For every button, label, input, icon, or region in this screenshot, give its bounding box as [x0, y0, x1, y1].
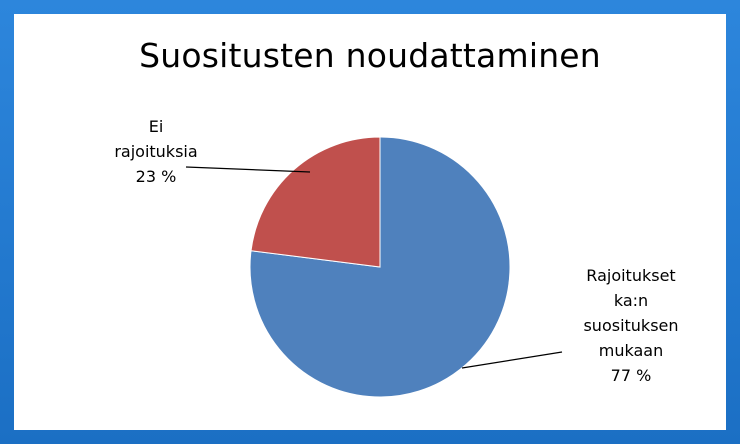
slice-ei-rajoituksia [250, 136, 381, 268]
label-line: ka:n [613, 291, 649, 310]
slice-label-rajoitukset: Rajoitukset ka:n suosituksen mukaan 77 % [566, 263, 696, 388]
value-label: 23 % [135, 167, 177, 186]
label-line: mukaan [598, 341, 664, 360]
label-line: Ei [148, 117, 164, 136]
value-label: 77 % [610, 366, 652, 385]
label-line: rajoituksia [114, 142, 198, 161]
leader-line-rajoitukset [461, 351, 563, 369]
slice-label-ei-rajoituksia: Ei rajoituksia 23 % [96, 114, 216, 189]
chart-title: Suositusten noudattaminen [139, 36, 601, 75]
leader-line-ei-rajoituksia [185, 166, 311, 173]
label-line: suosituksen [583, 316, 679, 335]
label-line: Rajoitukset [586, 266, 676, 285]
